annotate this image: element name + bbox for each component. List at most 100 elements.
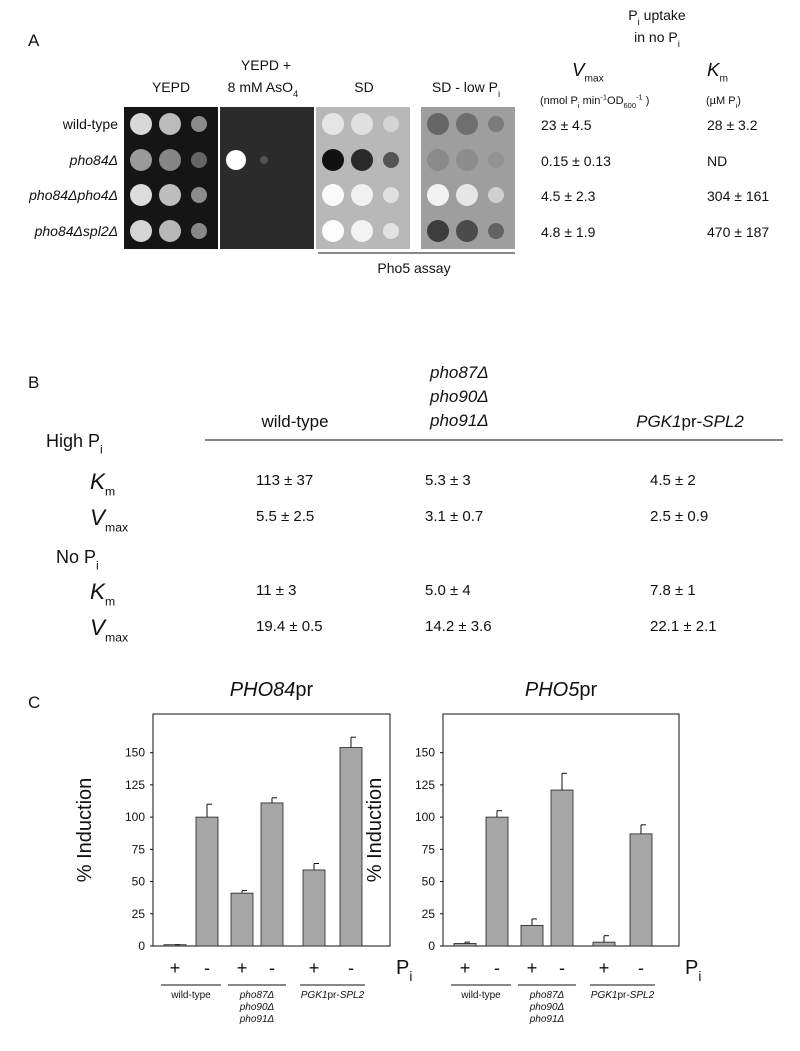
group-label: PGK1pr-SPL2 [591, 990, 655, 1001]
colony-spot [191, 152, 207, 168]
column-header: pho90Δ [429, 387, 489, 406]
km-units-part: (µM P [706, 95, 736, 107]
error-bar [271, 797, 277, 803]
y-tick-label: 50 [132, 875, 146, 889]
error-bar [241, 890, 247, 894]
vmax-value: 4.8 ± 1.9 [541, 224, 596, 240]
y-tick-label: 75 [132, 842, 146, 856]
error-bar [206, 803, 212, 818]
colony-spot [488, 116, 504, 132]
group-label-part: pr- [617, 990, 629, 1001]
column-header: wild-type [260, 412, 328, 431]
error-bar [531, 918, 537, 926]
vmax-header-part: max [585, 73, 604, 84]
parameter-label: Km [90, 579, 115, 608]
error-bar [464, 941, 470, 944]
km-value: 470 ± 187 [707, 224, 769, 240]
column-header-part: PGK1 [636, 412, 681, 431]
vmax-value: 0.15 ± 0.13 [541, 153, 611, 169]
vmax-units: (nmol Pi min-1OD600-1 ) [540, 93, 649, 110]
x-tick-label: + [309, 958, 320, 978]
group-label-part: PGK1 [591, 990, 618, 1001]
colony-spot [191, 116, 207, 132]
km-header: Km [707, 59, 728, 84]
colony-spot [322, 220, 344, 242]
group-label: pho90Δ [529, 1002, 565, 1013]
condition-label: High Pi [46, 431, 103, 456]
vmax-units-part: ) [643, 95, 650, 107]
table-value: 5.5 ± 2.5 [256, 508, 314, 525]
table-value: 7.8 ± 1 [650, 582, 696, 599]
table-value: 11 ± 3 [256, 582, 296, 599]
y-tick-label: 0 [138, 939, 145, 953]
group-label-part: PGK1 [301, 990, 328, 1001]
parameter-label: Vmax [90, 615, 128, 644]
plate-header-part: YEPD + [241, 57, 291, 73]
group-label: pho90Δ [239, 1002, 275, 1013]
colony-spot [191, 223, 207, 239]
colony-spot [159, 149, 181, 171]
y-tick-label: 0 [428, 939, 435, 953]
vmax-units-part: (nmol P [540, 95, 578, 107]
colony-spot [322, 113, 344, 135]
colony-spot [159, 220, 181, 242]
y-axis-label: % Induction [74, 778, 96, 883]
bar [550, 789, 574, 947]
table-value: 5.0 ± 4 [425, 582, 471, 599]
y-tick-label: 50 [422, 875, 436, 889]
bar [592, 941, 616, 947]
column-header: pho87Δ [429, 363, 489, 382]
x-axis-label-part: P [685, 957, 698, 979]
bar [485, 816, 509, 947]
uptake-title: in no Pi [634, 29, 680, 50]
y-tick-label: 25 [132, 907, 146, 921]
table-value: 22.1 ± 2.1 [650, 618, 717, 635]
strain-label: pho84Δpho4Δ [28, 187, 118, 203]
plate-header-part: i [498, 89, 500, 100]
x-axis-label-part: i [698, 969, 701, 984]
table-value: 113 ± 37 [256, 472, 313, 489]
colony-spot [383, 152, 399, 168]
x-tick-label: - [204, 958, 210, 978]
condition-label-part: No P [56, 547, 96, 567]
strain-label: wild-type [62, 116, 118, 132]
x-axis-label-part: i [409, 969, 412, 984]
uptake-title-part: in no P [634, 29, 678, 45]
km-header-part: K [707, 59, 721, 80]
chart-title-part: pr [579, 679, 597, 701]
assay-label: Pho5 assay [377, 260, 450, 276]
bar [520, 924, 544, 947]
uptake-title-part: P [628, 7, 637, 23]
group-label: PGK1pr-SPL2 [301, 990, 365, 1001]
y-tick-label: 125 [415, 778, 435, 792]
colony-spot [191, 187, 207, 203]
colony-spot [130, 113, 152, 135]
table-value: 3.1 ± 0.7 [425, 508, 483, 525]
colony-spot [488, 187, 504, 203]
colony-spot [427, 220, 449, 242]
uptake-title-part: uptake [640, 7, 686, 23]
error-bar [313, 863, 319, 870]
column-header-part: pr- [681, 412, 702, 431]
bar [453, 943, 477, 947]
bar [195, 816, 219, 947]
colony-spot [383, 116, 399, 132]
km-units-part: i [736, 101, 738, 110]
panel-label: A [28, 31, 40, 50]
plate-header: YEPD + [241, 57, 291, 73]
colony-spot [351, 149, 373, 171]
colony-spot [488, 152, 504, 168]
colony-spot [130, 220, 152, 242]
x-tick-label: - [559, 958, 565, 978]
y-tick-label: 150 [125, 746, 145, 760]
x-axis-label: Pi [685, 957, 701, 984]
group-label: pho87Δ [529, 990, 565, 1001]
error-bar [496, 810, 502, 818]
table-value: 19.4 ± 0.5 [256, 618, 323, 635]
x-tick-label: + [170, 958, 181, 978]
parameter-label-part: K [90, 579, 106, 604]
vmax-header-part: V [572, 59, 586, 80]
vmax-units-part: i [578, 101, 580, 110]
colony-spot [456, 113, 478, 135]
group-label-part: pr- [327, 990, 339, 1001]
